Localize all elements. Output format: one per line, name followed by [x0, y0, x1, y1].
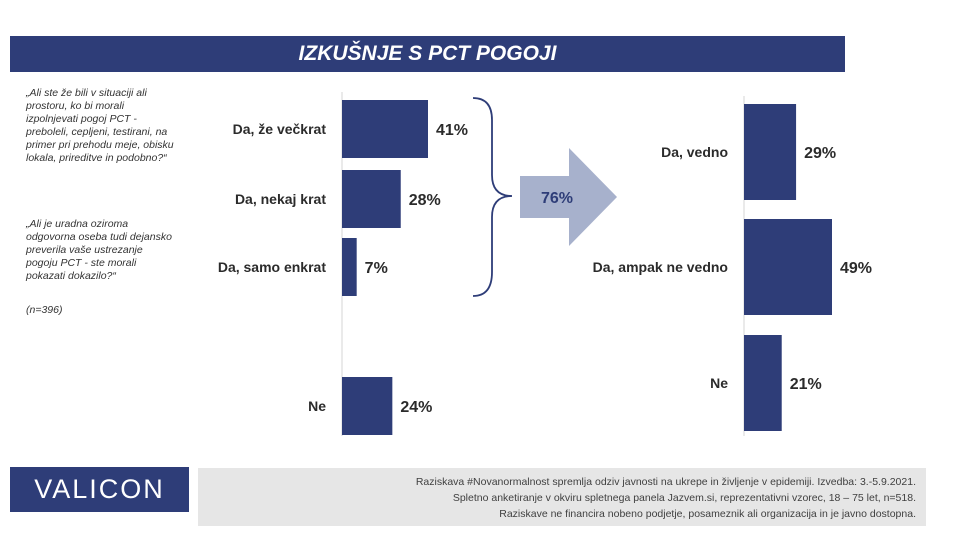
left-value-label: 28%: [409, 192, 441, 209]
right-category-label: Ne: [710, 375, 728, 391]
summary-value: 76%: [541, 190, 573, 207]
left-category-label: Da, nekaj krat: [235, 191, 326, 207]
valicon-logo: VALICON: [10, 467, 189, 512]
sample-size: (n=396): [26, 304, 63, 316]
page-title: IZKUŠNJE S PCT POGOJI: [298, 42, 557, 65]
left-bar: [342, 238, 357, 296]
right-bar: [744, 335, 782, 431]
left-category-label: Ne: [308, 398, 326, 414]
left-value-label: 7%: [365, 260, 388, 277]
right-value-label: 29%: [804, 145, 836, 162]
left-bar: [342, 100, 428, 158]
footer-line-2: Spletno anketiranje v okviru spletnega p…: [452, 492, 916, 504]
right-value-label: 49%: [840, 260, 872, 277]
footer-line-1: Raziskava #Novanormalnost spremlja odziv…: [415, 476, 916, 488]
footer-note: Raziskava #Novanormalnost spremlja odziv…: [198, 468, 926, 526]
title-bar: IZKUŠNJE S PCT POGOJI: [10, 36, 845, 72]
brace-icon: [472, 97, 513, 297]
left-category-label: Da, že večkrat: [233, 121, 327, 137]
left-bar: [342, 170, 401, 228]
left-category-label: Da, samo enkrat: [218, 259, 326, 275]
left-bar: [342, 377, 393, 435]
logo-text: VALICON: [34, 474, 165, 504]
arrow-right-icon: [520, 148, 617, 246]
question-text-1: „Ali ste že bili v situaciji ali prostor…: [26, 87, 174, 164]
right-value-label: 21%: [790, 376, 822, 393]
right-bar: [744, 219, 832, 315]
left-value-label: 24%: [400, 399, 432, 416]
question-text-2: „Ali je uradna oziroma odgovorna oseba t…: [26, 218, 172, 282]
right-bar: [744, 104, 797, 200]
left-value-label: 41%: [436, 122, 468, 139]
right-category-label: Da, vedno: [661, 144, 728, 160]
footer-line-3: Raziskave ne financira nobeno podjetje, …: [499, 508, 916, 520]
right-category-label: Da, ampak ne vedno: [593, 259, 728, 275]
